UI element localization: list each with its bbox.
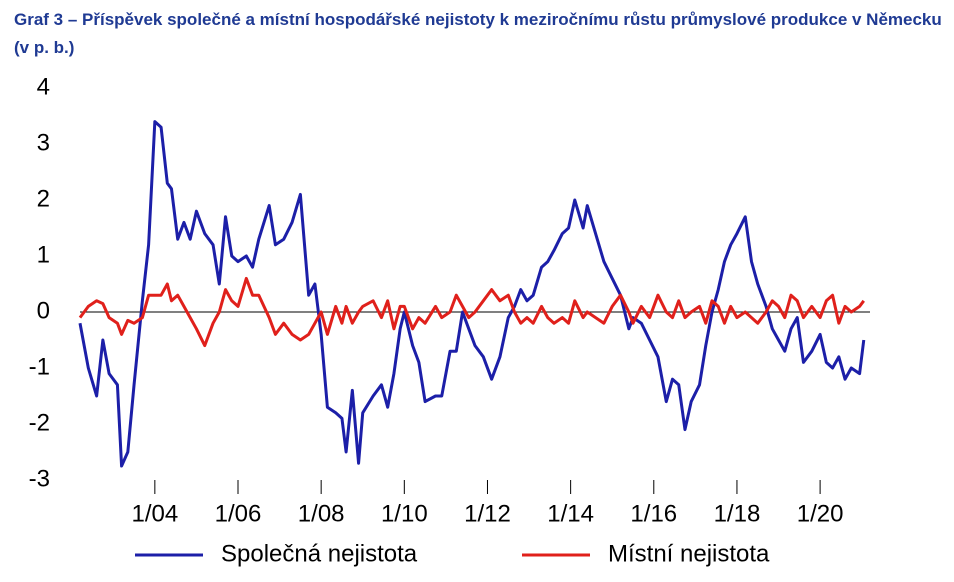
legend-label: Místní nejistota bbox=[608, 540, 770, 567]
series-line bbox=[78, 276, 865, 348]
x-tick-label: 1/16 bbox=[630, 500, 677, 527]
x-tick-label: 1/18 bbox=[714, 500, 761, 527]
x-tick-label: 1/20 bbox=[797, 500, 844, 527]
y-tick-label: 1 bbox=[37, 241, 50, 268]
y-tick-label: 3 bbox=[37, 129, 50, 156]
x-tick-label: 1/10 bbox=[381, 500, 428, 527]
legend-label: Společná nejistota bbox=[221, 540, 418, 567]
y-tick-label: 2 bbox=[37, 185, 50, 212]
y-tick-label: -2 bbox=[29, 409, 50, 436]
series-line bbox=[78, 120, 866, 468]
x-tick-label: 1/06 bbox=[215, 500, 262, 527]
x-tick-label: 1/04 bbox=[131, 500, 178, 527]
y-tick-label: -3 bbox=[29, 465, 50, 492]
x-tick-label: 1/08 bbox=[298, 500, 345, 527]
chart-title: Graf 3 – Příspěvek společné a místní hos… bbox=[14, 10, 942, 57]
x-tick-label: 1/14 bbox=[547, 500, 594, 527]
y-tick-label: 0 bbox=[37, 297, 50, 324]
y-tick-label: -1 bbox=[29, 353, 50, 380]
x-tick-label: 1/12 bbox=[464, 500, 511, 527]
y-tick-label: 4 bbox=[37, 73, 50, 100]
